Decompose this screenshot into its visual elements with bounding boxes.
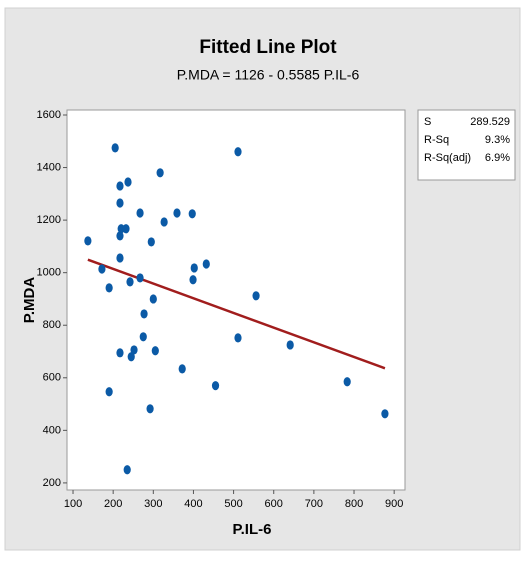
data-point [234, 333, 242, 343]
y-tick-label: 200 [43, 477, 61, 489]
data-point [381, 409, 389, 419]
data-point [116, 348, 124, 358]
data-point [156, 168, 164, 178]
y-tick-label: 800 [43, 319, 61, 331]
data-point [151, 346, 159, 356]
data-point [126, 277, 134, 287]
data-point [190, 263, 198, 273]
data-point [136, 273, 144, 283]
x-tick-label: 900 [385, 498, 403, 510]
data-point [149, 294, 157, 304]
x-tick-label: 600 [265, 498, 283, 510]
data-point [105, 387, 113, 397]
data-point [130, 345, 138, 355]
data-point [189, 275, 197, 285]
data-point [146, 404, 154, 414]
data-point [173, 208, 181, 218]
data-point [160, 217, 168, 227]
y-tick-label: 600 [43, 372, 61, 384]
data-point [116, 253, 124, 263]
x-tick-label: 200 [104, 498, 122, 510]
y-tick-label: 1200 [37, 214, 61, 226]
y-tick-label: 1000 [37, 267, 61, 279]
stat-name: R-Sq [424, 134, 449, 146]
x-tick-label: 800 [345, 498, 363, 510]
x-tick-label: 100 [64, 498, 82, 510]
data-point [286, 340, 294, 350]
data-point [116, 198, 124, 208]
data-point [136, 208, 144, 218]
x-tick-label: 700 [305, 498, 323, 510]
data-point [188, 209, 196, 219]
y-tick-label: 1600 [37, 109, 61, 121]
data-point [98, 264, 106, 274]
data-point [178, 364, 186, 374]
chart-subtitle: P.MDA = 1126 - 0.5585 P.IL-6 [177, 67, 360, 83]
x-tick-label: 400 [184, 498, 202, 510]
data-point [124, 177, 132, 187]
chart-title: Fitted Line Plot [199, 37, 337, 58]
x-tick-label: 300 [144, 498, 162, 510]
data-point [234, 147, 242, 157]
data-point [111, 143, 119, 153]
x-tick-label: 500 [224, 498, 242, 510]
data-point [202, 259, 210, 269]
data-point [140, 309, 148, 319]
plot-area [66, 109, 406, 491]
stat-value: 9.3% [485, 134, 510, 146]
data-point [105, 283, 113, 293]
stat-name: R-Sq(adj) [424, 152, 471, 164]
stat-value: 289.529 [470, 116, 510, 128]
y-axis-label: P.MDA [21, 277, 38, 324]
x-axis-label: P.IL-6 [233, 521, 272, 538]
y-tick-label: 400 [43, 424, 61, 436]
data-point [211, 381, 220, 391]
data-point [343, 377, 351, 387]
data-point [116, 181, 124, 191]
data-point [252, 291, 260, 301]
data-point [122, 224, 130, 234]
data-point [123, 465, 131, 475]
data-point [127, 352, 135, 362]
stat-name: S [424, 116, 431, 128]
data-point [116, 231, 124, 241]
stats-box [417, 109, 516, 181]
data-point [84, 236, 92, 246]
stat-value: 6.9% [485, 152, 510, 164]
y-tick-label: 1400 [37, 161, 61, 173]
data-point [139, 332, 147, 342]
data-point [147, 237, 155, 247]
